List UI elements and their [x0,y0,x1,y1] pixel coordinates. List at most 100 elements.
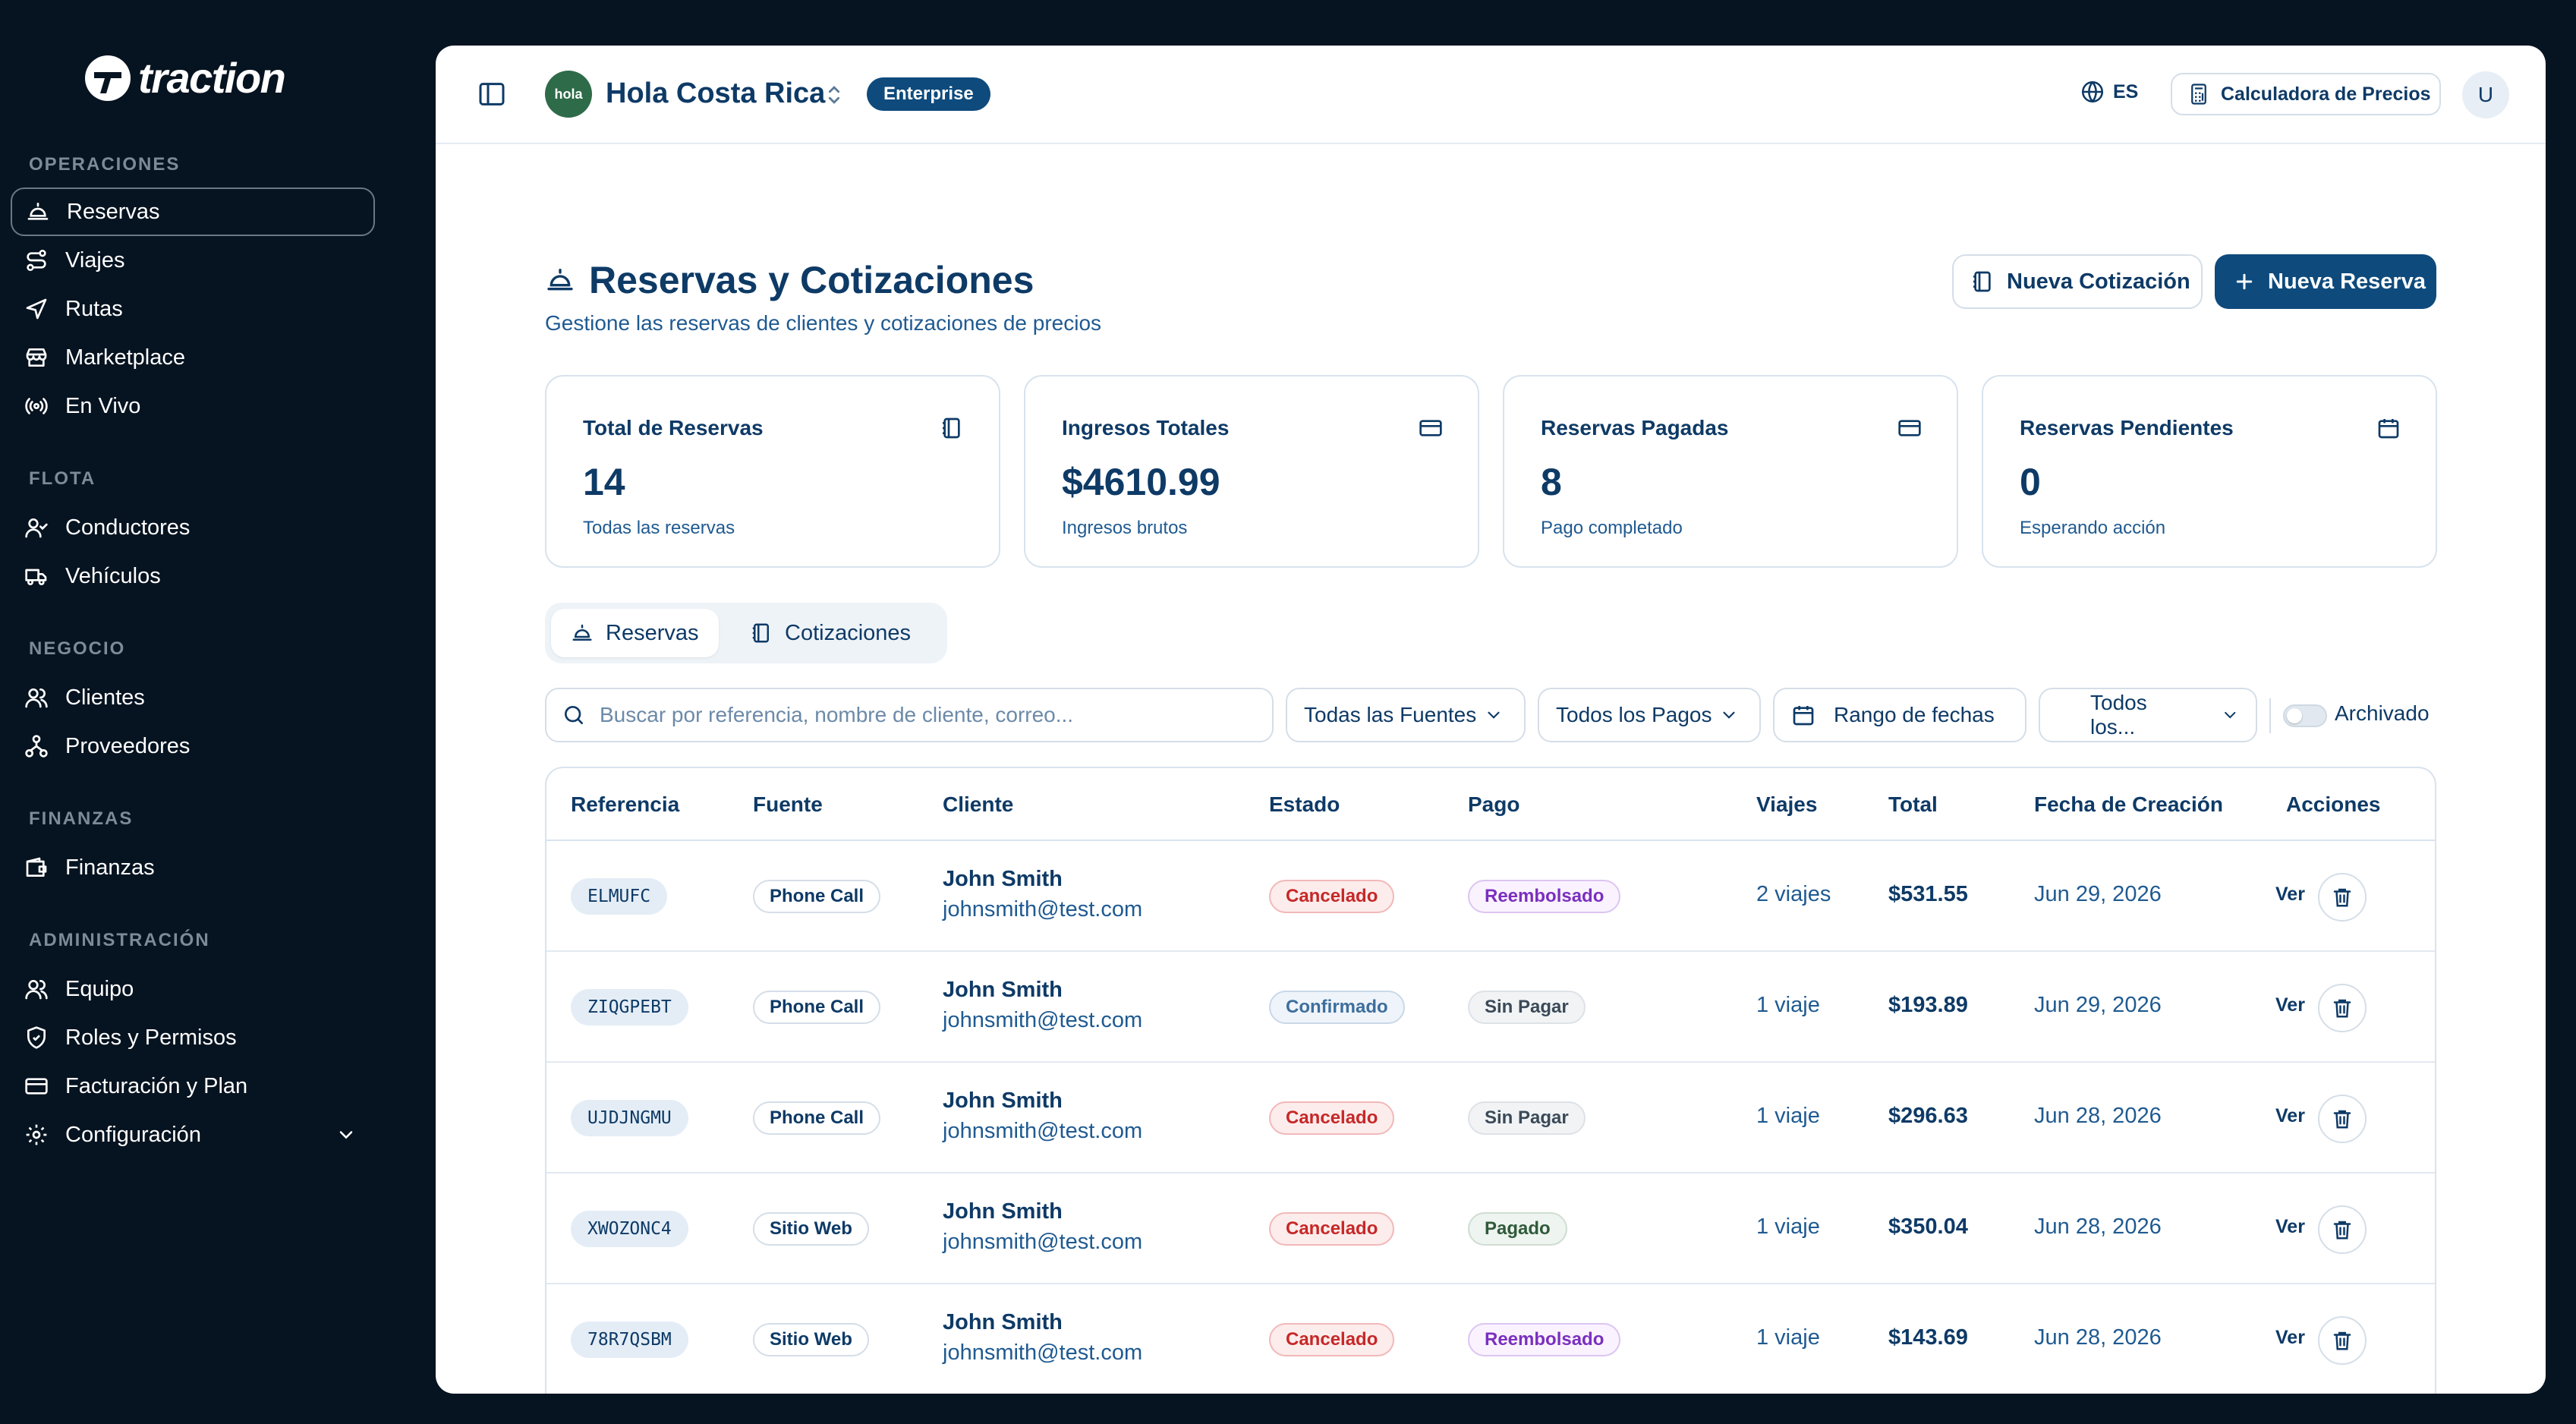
column-header-pago[interactable]: Pago [1468,792,1520,816]
sidebar-item-configuracion[interactable]: Configuración [11,1111,375,1159]
table-row[interactable]: ELMUFC Phone Call John Smith johnsmith@t… [546,841,2435,952]
view-button[interactable]: Ver [2275,884,2305,905]
sidebar-item-label: Facturación y Plan [65,1073,248,1098]
table-row[interactable]: ZIQGPEBT Phone Call John Smith johnsmith… [546,952,2435,1063]
client-email: johnsmith@test.com [943,897,1143,922]
source-filter-select[interactable]: Todas las Fuentes [1286,688,1526,742]
delete-button[interactable] [2318,1316,2367,1365]
route-icon [27,250,46,271]
payment-badge: Pagado [1468,1212,1567,1246]
delete-button[interactable] [2318,1095,2367,1143]
app-logo[interactable]: traction [83,53,286,102]
sidebar-item-equipo[interactable]: Equipo [11,965,375,1013]
sidebar-item-en-vivo[interactable]: En Vivo [11,382,375,430]
wallet-icon [26,857,47,877]
sidebar-toggle-button[interactable] [477,79,507,109]
status-badge: Confirmado [1269,991,1405,1024]
stat-subtitle: Esperando acción [2020,518,2166,538]
new-quote-button[interactable]: Nueva Cotización [1952,254,2203,309]
total-amount: $531.55 [1888,882,1968,906]
radio-icon [25,398,48,414]
status-filter-select[interactable]: Todos los... [2039,688,2257,742]
stat-card-pending-bookings: Reservas Pendientes 0 Esperando acción [1982,375,2437,568]
column-header-fuente[interactable]: Fuente [753,792,823,816]
client-name: John Smith [943,1199,1063,1224]
column-header-referencia[interactable]: Referencia [571,792,680,816]
credit-card-icon [1419,420,1442,436]
store-icon [26,348,47,367]
view-tabs: Reservas Cotizaciones [545,603,947,663]
bell-icon [547,269,573,291]
page-subtitle: Gestione las reservas de clientes y coti… [545,311,1102,335]
org-name[interactable]: Hola Costa Rica [606,77,826,109]
column-header-estado[interactable]: Estado [1269,792,1340,816]
column-header-total[interactable]: Total [1888,792,1938,816]
logo-text: traction [138,54,286,102]
delete-button[interactable] [2318,1205,2367,1254]
table-row[interactable]: 78R7QSBM Sitio Web John Smith johnsmith@… [546,1284,2435,1394]
stat-card-paid-bookings: Reservas Pagadas 8 Pago completado [1503,375,1958,568]
sidebar-item-clientes[interactable]: Clientes [11,673,375,722]
sidebar-item-label: En Vivo [65,393,141,418]
user-avatar[interactable]: U [2462,71,2509,118]
delete-button[interactable] [2318,984,2367,1032]
plan-badge: Enterprise [867,77,990,111]
book-icon [752,623,769,643]
status-badge: Cancelado [1269,1101,1395,1135]
section-title-negocio: NEGOCIO [29,638,126,659]
column-header-fecha-creacion[interactable]: Fecha de Creación [2034,792,2223,816]
sidebar-item-facturacion-plan[interactable]: Facturación y Plan [11,1062,375,1111]
sidebar-item-conductores[interactable]: Conductores [11,503,375,552]
view-button[interactable]: Ver [2275,994,2305,1016]
stat-value: $4610.99 [1062,461,1220,503]
reference-chip: 78R7QSBM [571,1322,688,1358]
sidebar-item-marketplace[interactable]: Marketplace [11,333,375,382]
archived-label: Archivado [2335,701,2430,725]
org-switch-button[interactable] [821,80,847,109]
language-selector[interactable]: ES [2080,79,2138,105]
table-row[interactable]: UJDJNGMU Phone Call John Smith johnsmith… [546,1063,2435,1174]
price-calculator-button[interactable]: Calculadora de Precios [2171,73,2441,115]
org-avatar: hola [545,71,592,118]
view-button[interactable]: Ver [2275,1327,2305,1348]
sidebar-item-roles-permisos[interactable]: Roles y Permisos [11,1013,375,1062]
date-range-picker[interactable]: Rango de fechas [1773,688,2026,742]
total-amount: $143.69 [1888,1325,1968,1350]
sidebar-item-label: Finanzas [65,855,155,880]
sidebar-item-vehiculos[interactable]: Vehículos [11,552,375,600]
new-booking-button[interactable]: Nueva Reserva [2215,254,2436,309]
sidebar-item-label: Rutas [65,296,123,321]
sidebar-item-rutas[interactable]: Rutas [11,285,375,333]
section-title-operaciones: OPERACIONES [29,154,181,175]
created-date: Jun 29, 2026 [2034,993,2162,1017]
sidebar-item-viajes[interactable]: Viajes [11,236,375,285]
calculator-icon [2191,83,2206,105]
column-header-viajes[interactable]: Viajes [1756,792,1818,816]
sidebar-item-finanzas[interactable]: Finanzas [11,843,375,892]
sidebar-item-label: Vehículos [65,563,161,588]
stat-subtitle: Pago completado [1541,518,1683,538]
bell-icon [572,624,592,641]
chevron-down-icon[interactable] [335,1124,357,1145]
search-input[interactable] [600,703,1252,727]
trash-icon [2333,1221,2351,1240]
tab-reservas[interactable]: Reservas [551,609,719,657]
view-button[interactable]: Ver [2275,1216,2305,1237]
client-name: John Smith [943,1310,1063,1334]
client-email: johnsmith@test.com [943,1341,1143,1365]
archived-toggle[interactable] [2283,704,2327,727]
stat-label: Reservas Pagadas [1541,416,1729,439]
payment-filter-select[interactable]: Todos los Pagos [1538,688,1761,742]
column-header-cliente[interactable]: Cliente [943,792,1014,816]
column-header-acciones: Acciones [2286,792,2381,816]
bookings-table: Referencia Fuente Cliente Estado Pago Vi… [545,767,2436,1394]
payment-filter-label: Todos los Pagos [1556,703,1712,726]
sidebar-item-proveedores[interactable]: Proveedores [11,722,375,770]
payment-badge: Reembolsado [1468,1323,1621,1356]
sidebar-item-reservas[interactable]: Reservas [11,187,375,236]
delete-button[interactable] [2318,873,2367,922]
sidebar: traction OPERACIONES Reservas Viajes Rut… [0,0,410,1424]
view-button[interactable]: Ver [2275,1105,2305,1126]
tab-cotizaciones[interactable]: Cotizaciones [730,609,931,657]
table-row[interactable]: XWOZONC4 Sitio Web John Smith johnsmith@… [546,1174,2435,1284]
